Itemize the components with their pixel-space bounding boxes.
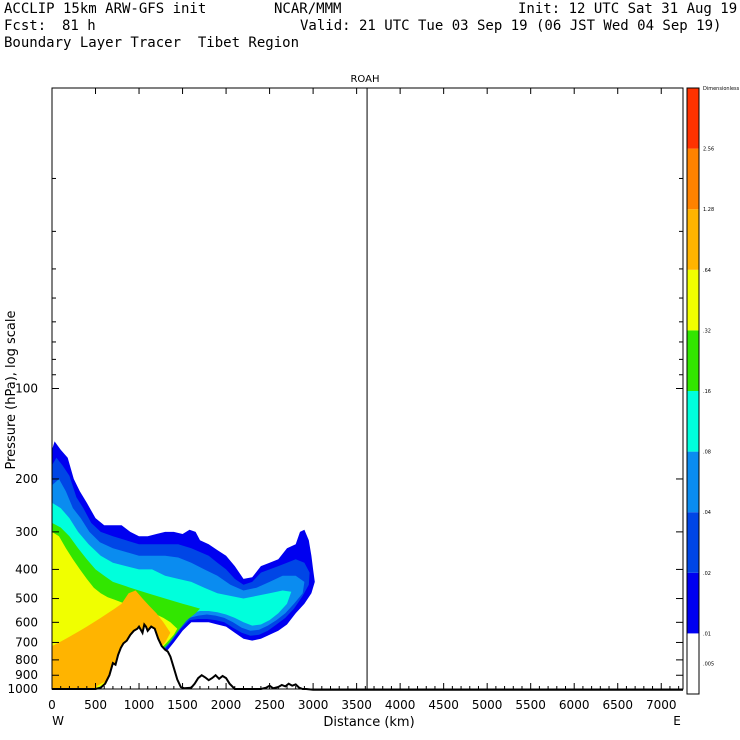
y-tick-label: 200 — [15, 472, 38, 486]
x-tick-label: 1500 — [167, 698, 198, 712]
colorbar-swatch — [687, 209, 699, 270]
x-tick-label: 7000 — [646, 698, 677, 712]
forecast-label: Fcst: — [4, 18, 47, 34]
colorbar-label: .01 — [703, 631, 711, 637]
y-axis-label: Pressure (hPa), log scale — [4, 311, 19, 470]
x-tick-label: 6500 — [602, 698, 633, 712]
colorbar-label: .32 — [703, 328, 711, 334]
x-axis: 0 500 1000 1500 2000 2500 3000 3500 4000 4500 5000… — [48, 88, 680, 712]
organization-label: NCAR/MMM — [274, 1, 342, 17]
x-tick-label: 500 — [84, 698, 107, 712]
tracer-regions — [52, 441, 315, 689]
colorbar-label: .64 — [703, 268, 711, 274]
y-tick-label: 100 — [15, 382, 38, 396]
colorbar-swatch — [687, 451, 699, 513]
colorbar-label: 1.28 — [703, 207, 714, 213]
y-tick-label: 800 — [15, 653, 38, 667]
model-title: ACCLIP 15km ARW-GFS init — [4, 1, 207, 17]
colorbar-swatch — [687, 330, 699, 391]
x-tick-label: 2500 — [254, 698, 285, 712]
colorbar-label: .08 — [703, 450, 711, 456]
x-tick-label: 3500 — [341, 698, 372, 712]
colorbar-swatch — [687, 269, 699, 331]
direction-west-label: W — [52, 714, 64, 728]
x-tick-label: 5500 — [515, 698, 546, 712]
y-tick-label: 700 — [15, 635, 38, 649]
forecast-hour: 81 h — [62, 18, 96, 34]
colorbar-frame — [686, 87, 700, 695]
colorbar: .005 .01 .02 .04 .08 .16 .32 .64 1.28 2.56 Dimensi… — [686, 86, 740, 695]
colorbar-swatch — [687, 512, 699, 573]
colorbar-label: .02 — [703, 571, 711, 577]
colorbar-swatch — [687, 572, 699, 634]
x-tick-label: 0 — [48, 698, 56, 712]
product-title: Boundary Layer Tracer Tibet Region — [4, 35, 300, 51]
init-time: Init: 12 UTC Sat 31 Aug 19 — [518, 1, 738, 17]
colorbar-swatch — [687, 88, 699, 149]
colorbar-label: .16 — [703, 389, 711, 395]
y-tick-label: 900 — [15, 668, 38, 682]
x-tick-label: 5000 — [472, 698, 503, 712]
y-tick-label: 400 — [15, 562, 38, 576]
y-tick-label: 1000 — [7, 682, 38, 696]
direction-east-label: E — [673, 714, 681, 728]
x-tick-label: 2000 — [211, 698, 242, 712]
chart-title: ROAH — [350, 74, 379, 85]
x-tick-label: 4500 — [428, 698, 459, 712]
colorbar-swatch — [687, 148, 699, 210]
valid-time: Valid: 21 UTC Tue 03 Sep 19 (06 JST Wed … — [300, 18, 722, 34]
colorbar-label: .005 — [703, 662, 714, 668]
x-tick-label: 1000 — [124, 698, 155, 712]
x-tick-label: 4000 — [385, 698, 416, 712]
x-tick-label: 6000 — [559, 698, 590, 712]
colorbar-label: .04 — [703, 510, 711, 516]
colorbar-swatch — [687, 633, 699, 694]
colorbar-label: Dimensionless — [703, 86, 740, 92]
terrain-fill — [52, 624, 683, 690]
y-tick-label: 600 — [15, 615, 38, 629]
y-tick-label: 500 — [15, 592, 38, 606]
x-tick-label: 3000 — [298, 698, 329, 712]
colorbar-swatch — [687, 391, 699, 452]
x-axis-label: Distance (km) — [323, 715, 414, 730]
colorbar-label: 2.56 — [703, 147, 714, 153]
y-tick-label: 300 — [15, 525, 38, 539]
